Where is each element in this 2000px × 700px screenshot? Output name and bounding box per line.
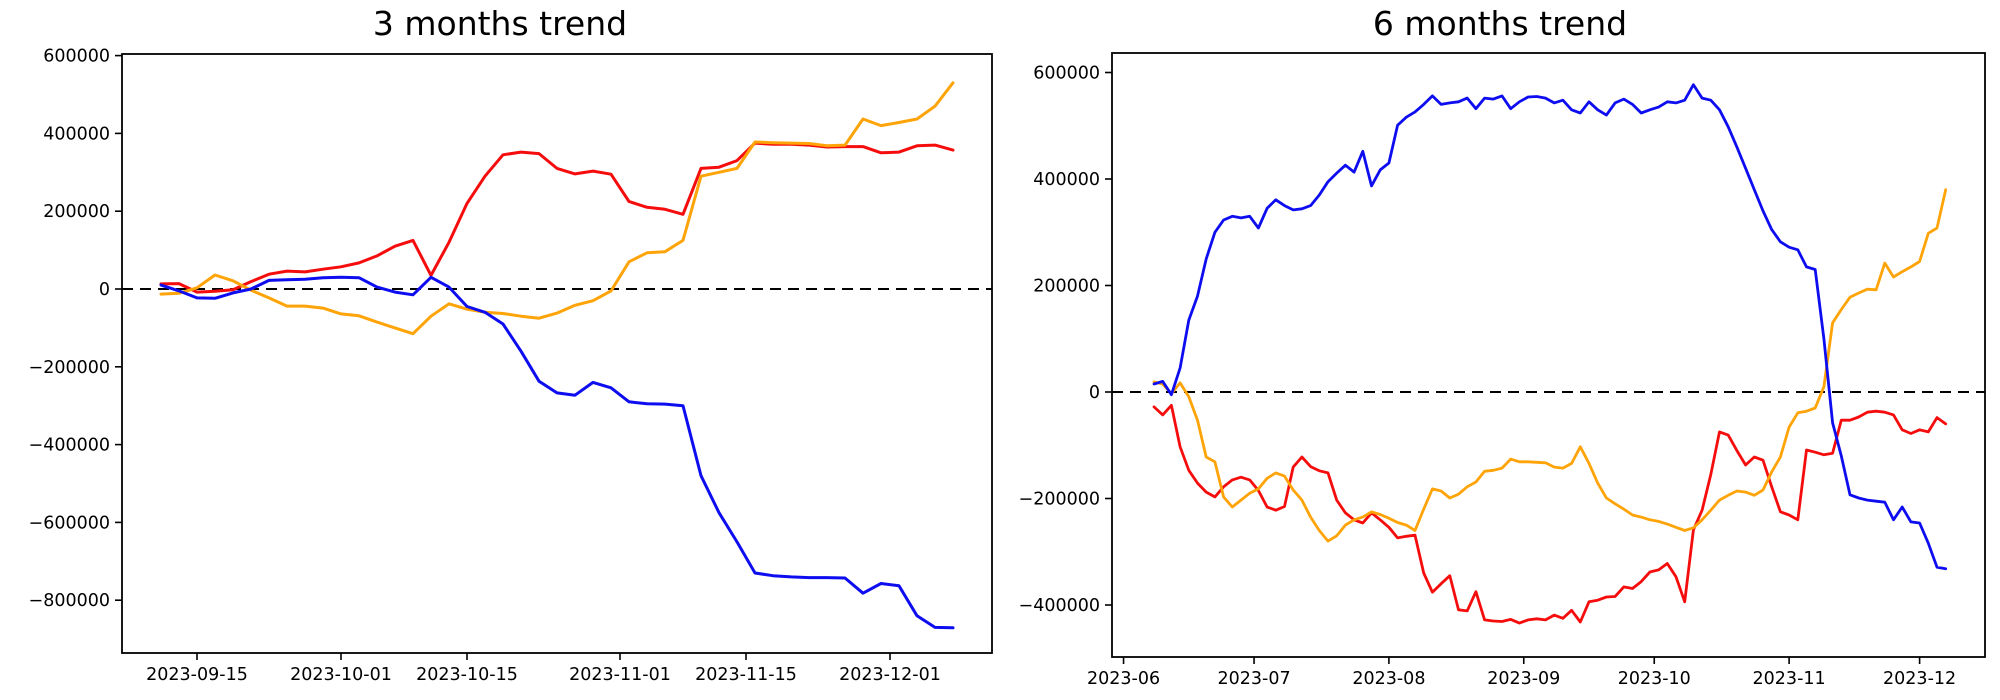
y-tick-label: 200000 <box>43 202 110 222</box>
x-tick-label: 2023-08 <box>1352 669 1425 689</box>
x-tick-label: 2023-09-15 <box>146 665 248 685</box>
y-tick-label: −400000 <box>1019 596 1100 616</box>
plot-border <box>1111 52 1986 658</box>
y-tick-label: 600000 <box>1033 64 1100 84</box>
chart-title-3-months: 3 months trend <box>372 4 628 43</box>
y-tick-label: −200000 <box>29 358 110 378</box>
y-tick-label: −200000 <box>1019 490 1100 510</box>
chart-title-6-months: 6 months trend <box>1372 4 1628 43</box>
plot-border <box>121 53 993 654</box>
x-tick-label: 2023-07 <box>1217 669 1290 689</box>
y-tick-label: 600000 <box>43 47 110 67</box>
y-tick-label: −800000 <box>29 591 110 611</box>
x-tick-label: 2023-10-15 <box>416 665 518 685</box>
x-tick-label: 2023-09 <box>1487 669 1560 689</box>
series-line-red <box>1152 403 1948 625</box>
x-tick-label: 2023-11-01 <box>569 665 671 685</box>
x-tick-label: 2023-10 <box>1618 669 1691 689</box>
y-tick-label: 0 <box>99 280 110 300</box>
series-line-orange <box>159 81 955 336</box>
series-line-orange <box>1152 188 1948 543</box>
series-line-blue <box>159 275 955 630</box>
y-tick-label: 400000 <box>43 124 110 144</box>
x-tick-label: 2023-12-01 <box>839 665 941 685</box>
y-tick-label: −600000 <box>29 513 110 533</box>
x-tick-label: 2023-12 <box>1883 669 1956 689</box>
x-tick-label: 2023-06 <box>1087 669 1160 689</box>
y-tick-label: 400000 <box>1033 170 1100 190</box>
y-tick-label: 0 <box>1089 383 1100 403</box>
chart-panel-6-months: 6 months trend 600000 400000 200000 0 −20000… <box>1000 0 2000 700</box>
x-tick-label: 2023-10-01 <box>290 665 392 685</box>
x-tick-label: 2023-11 <box>1753 669 1826 689</box>
y-tick-label: 200000 <box>1033 277 1100 297</box>
line-chart-3-months: 600000 400000 200000 0 −200000 −400000 −600000… <box>29 47 993 685</box>
chart-panel-3-months: 3 months trend 600000 400000 200000 0 −20000… <box>29 4 993 685</box>
y-tick-label: −400000 <box>29 436 110 456</box>
line-chart-6-months: 600000 400000 200000 0 −200000 −400000 2023-06… <box>1019 52 1986 689</box>
x-tick-label: 2023-11-15 <box>695 665 797 685</box>
series-line-blue <box>1152 83 1948 571</box>
